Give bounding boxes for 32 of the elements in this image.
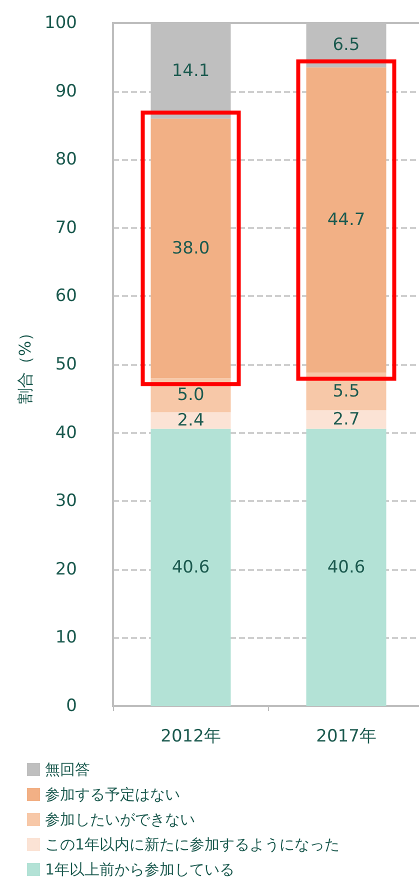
y-tick-label: 20	[55, 559, 77, 580]
legend-label: 参加する予定はない	[45, 786, 180, 804]
y-tick-label: 30	[55, 491, 77, 512]
bar	[306, 410, 386, 429]
legend-label: 無回答	[45, 760, 90, 778]
data-label: 2.7	[332, 409, 360, 430]
legend-label: この1年以内に新たに参加するようになった	[45, 836, 340, 854]
data-label: 40.6	[327, 557, 366, 578]
y-axis-title: 割合（%）	[16, 324, 34, 404]
data-label: 38.0	[172, 238, 210, 258]
data-label: 44.7	[327, 210, 366, 230]
bar	[306, 428, 386, 706]
y-tick-label: 80	[55, 150, 77, 170]
data-label: 6.5	[332, 35, 360, 56]
y-tick-label: 100	[44, 13, 77, 33]
legend-label: 1年以上前から参加している	[45, 860, 235, 878]
x-tick-label: 2017年	[316, 726, 376, 746]
y-tick-label: 50	[55, 354, 77, 374]
data-label: 5.5	[332, 381, 360, 402]
legend-label: 参加したいができない	[45, 810, 195, 828]
bar	[150, 428, 231, 706]
y-tick-label: 90	[55, 81, 77, 102]
data-label: 5.0	[177, 385, 204, 406]
y-tick-label: 0	[66, 696, 77, 716]
y-tick-label: 10	[55, 628, 77, 648]
data-label: 2.4	[177, 410, 204, 431]
y-tick-label: 70	[55, 218, 77, 238]
y-tick-label: 60	[55, 286, 77, 306]
y-tick-label: 40	[55, 422, 77, 443]
data-label: 14.1	[172, 60, 210, 81]
x-tick-label: 2012年	[160, 726, 221, 746]
data-label: 40.6	[172, 557, 210, 578]
